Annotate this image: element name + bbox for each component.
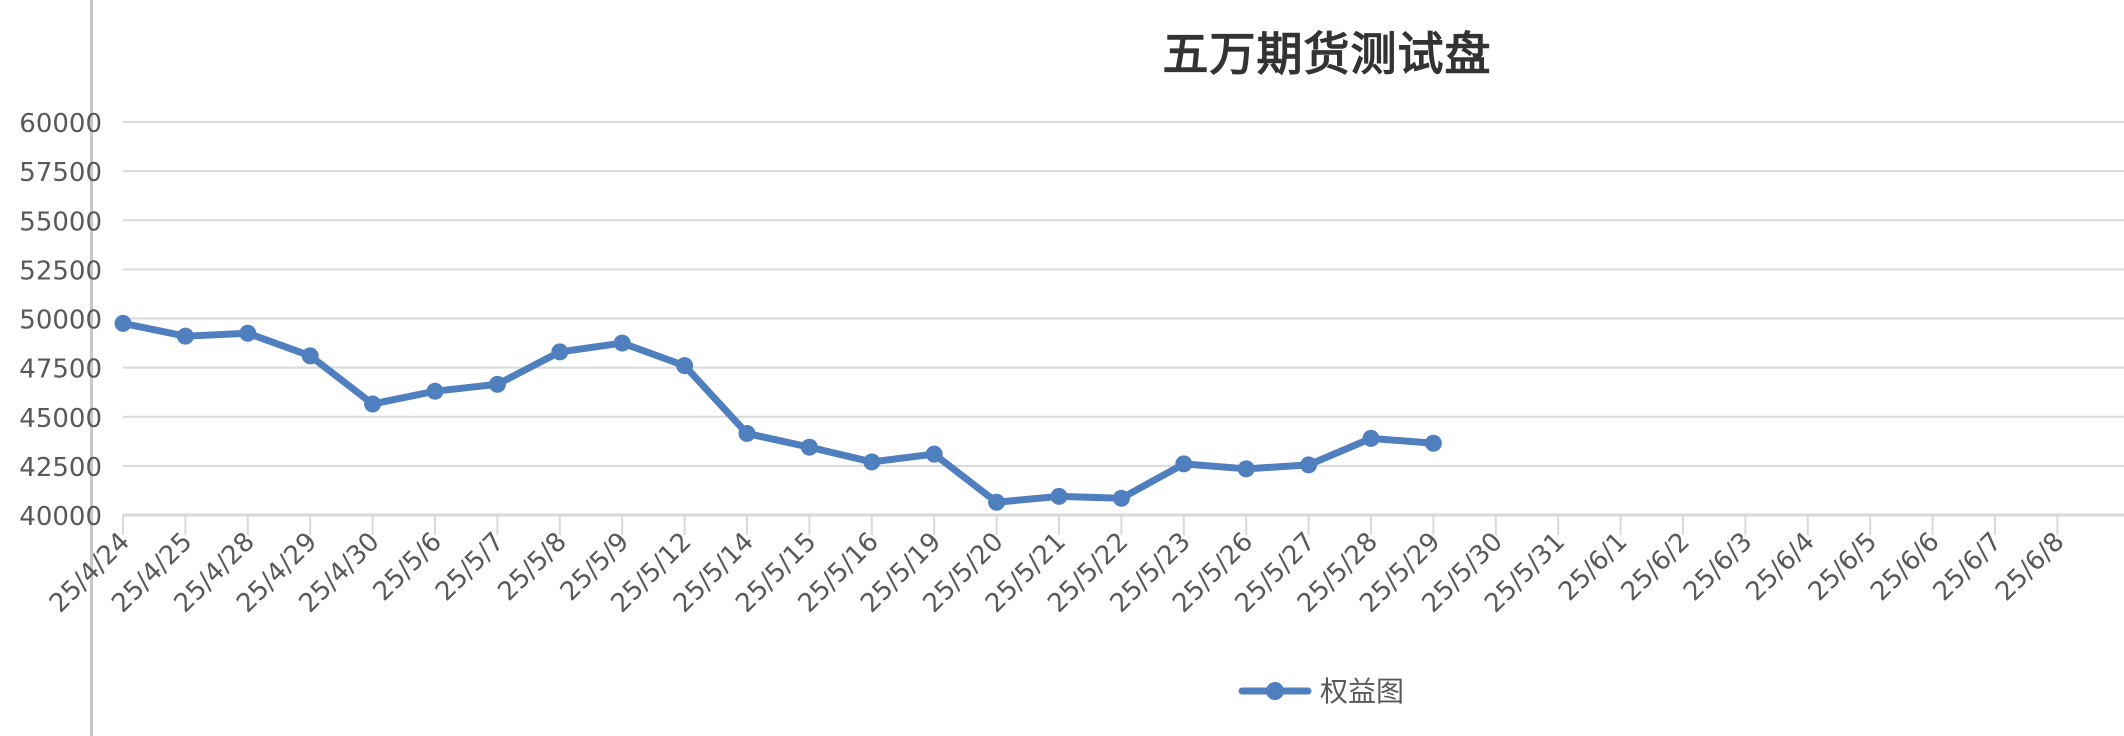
x-tick-label: 25/6/4: [1740, 527, 1820, 607]
data-point: [1424, 434, 1442, 452]
x-tick-label: 25/6/1: [1553, 527, 1633, 607]
y-tick-label: 50000: [19, 306, 102, 336]
x-tick-label: 25/6/2: [1616, 527, 1696, 607]
data-point: [676, 357, 694, 375]
data-point: [1300, 456, 1318, 474]
x-tick-label: 25/6/6: [1865, 527, 1945, 607]
y-tick-label: 57500: [19, 158, 102, 188]
data-point: [488, 375, 506, 393]
data-point: [426, 382, 444, 400]
data-point: [925, 445, 943, 463]
legend-point-marker: [1266, 682, 1284, 700]
x-tick-label: 25/6/8: [1990, 527, 2070, 607]
chart-title: 五万期货测试盘: [1162, 27, 1492, 81]
data-point: [863, 453, 881, 471]
data-point: [988, 493, 1006, 511]
x-axis: 25/4/2425/4/2525/4/2825/4/2925/4/3025/5/…: [44, 513, 2124, 619]
x-tick-label: 25/5/8: [492, 527, 572, 607]
y-tick-label: 47500: [19, 355, 102, 385]
data-point: [738, 424, 756, 442]
data-point: [1362, 429, 1380, 447]
data-point: [1050, 487, 1068, 505]
data-point: [176, 327, 194, 345]
grid-lines: [123, 121, 2124, 516]
y-axis: 60000 57500 55000 52500 50000 47500 45000 42500…: [19, 109, 102, 532]
x-tick-label: 25/6/3: [1678, 527, 1758, 607]
series-line: [119, 319, 1437, 506]
data-point: [1175, 455, 1193, 473]
data-point: [239, 324, 257, 342]
y-tick-label: 42500: [19, 453, 102, 483]
data-point: [114, 314, 132, 332]
series-equity: [114, 314, 1442, 511]
y-tick-label: 52500: [19, 256, 102, 286]
x-tick-label: 25/5/6: [368, 527, 448, 607]
data-point: [301, 347, 319, 365]
legend: 权益图: [1238, 675, 1404, 708]
data-point: [1112, 489, 1130, 507]
y-tick-label: 45000: [19, 404, 102, 434]
x-tick-label: 25/6/7: [1928, 527, 2008, 607]
data-point: [800, 438, 818, 456]
x-tick-label: 25/6/5: [1803, 527, 1883, 607]
data-point: [551, 343, 569, 361]
data-point: [1237, 460, 1255, 478]
y-tick-label: 60000: [19, 109, 102, 139]
legend-label: 权益图: [1320, 675, 1404, 708]
y-tick-label: 40000: [19, 502, 102, 532]
x-tick-label: 25/5/7: [430, 527, 510, 607]
left-border-line: [90, 0, 93, 736]
y-tick-label: 55000: [19, 207, 102, 237]
data-point: [364, 395, 382, 413]
data-point: [613, 334, 631, 352]
